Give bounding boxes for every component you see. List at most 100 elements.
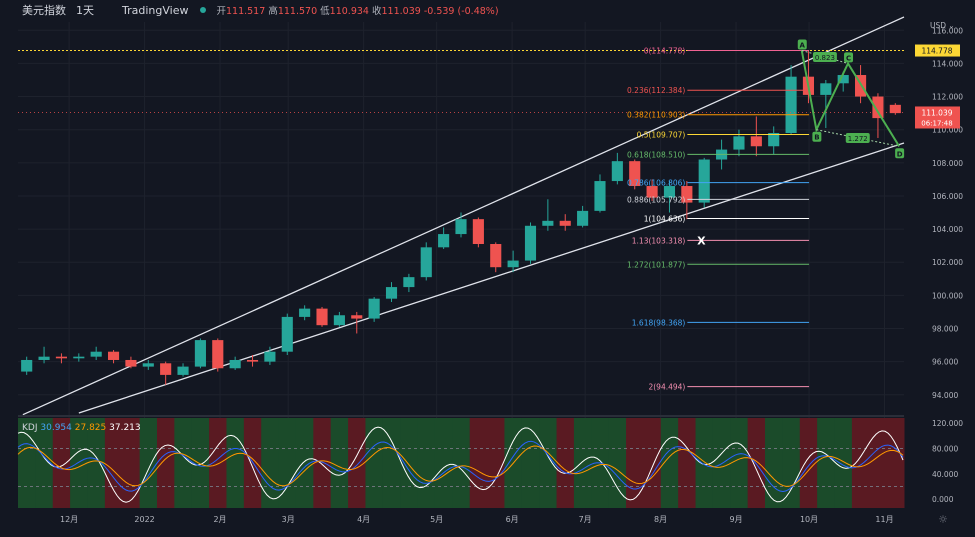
candle-body xyxy=(264,351,276,362)
ohlc-values: 开111.517 高111.570 低110.934 收111.039 -0.5… xyxy=(216,3,498,17)
kdj-band xyxy=(539,418,558,508)
fibonacci-levels: 0(114.778) 0.236(112.384) 0.382(110.903) 0.… xyxy=(18,47,904,392)
pattern-point-label: D xyxy=(897,150,903,158)
kdj-tick-label: 80.000 xyxy=(932,444,958,453)
y-tick-label: 106.000 xyxy=(932,192,963,201)
fib-label: 2(94.494) xyxy=(648,383,685,392)
candle-body xyxy=(21,359,33,372)
high-label: 高 xyxy=(268,6,278,17)
kdj-band xyxy=(35,418,54,508)
channel-line xyxy=(22,16,905,416)
kdj-j-value: 37.213 xyxy=(109,423,141,433)
candle-body xyxy=(507,260,519,268)
low-value: 110.934 xyxy=(329,6,369,17)
kdj-band xyxy=(452,418,471,508)
kdj-tick-label: 40.000 xyxy=(932,470,958,479)
kdj-band xyxy=(851,418,870,508)
fib-label: 1.13(103.318) xyxy=(632,236,686,245)
price-tags: 114.778 111.039 06:17:48 xyxy=(915,44,960,129)
candle-body xyxy=(420,247,432,278)
candle-body xyxy=(90,351,102,357)
candle-body xyxy=(768,133,780,147)
x-tick-label: 12月 xyxy=(60,515,78,524)
y-tick-label: 102.000 xyxy=(932,258,963,267)
low-label: 低 xyxy=(320,6,330,17)
fib-label: 0.382(110.903) xyxy=(627,111,685,120)
pattern-point-badge xyxy=(844,52,854,63)
market-status-dot-icon xyxy=(200,7,207,13)
candle-body xyxy=(455,219,467,235)
x-tick-label: 7月 xyxy=(579,515,592,524)
x-tick-label: 5月 xyxy=(430,515,443,524)
x-tick-label: 8月 xyxy=(654,515,667,524)
kdj-band xyxy=(573,418,592,508)
gear-icon: ☼ xyxy=(938,513,948,526)
kdj-band xyxy=(765,418,783,508)
kdj-band xyxy=(660,418,679,508)
pattern-ratio-label: 1.272 xyxy=(848,135,868,143)
candle-body xyxy=(629,161,641,187)
candle-body xyxy=(820,83,832,95)
open-value: 111.517 xyxy=(225,6,266,17)
kdj-band xyxy=(87,418,106,508)
open-label: 开 xyxy=(216,6,226,17)
candle-body xyxy=(281,316,293,352)
close-label: 收 xyxy=(372,6,382,17)
kdj-band xyxy=(747,418,766,508)
y-tick-label: 110.000 xyxy=(932,126,963,135)
candle-body xyxy=(663,186,676,198)
kdj-legend[interactable]: KDJ 30.954 27.825 37.213 xyxy=(22,423,141,433)
timeframe[interactable]: 1天 xyxy=(76,4,94,17)
high-price-tag-text: 114.778 xyxy=(921,47,952,56)
pattern-point-label: B xyxy=(814,134,819,142)
y-tick-label: 100.000 xyxy=(932,291,963,300)
x-marker: X xyxy=(697,235,706,248)
candle-body xyxy=(611,161,623,182)
candle-body xyxy=(55,356,67,359)
kdj-band xyxy=(226,418,245,508)
candle-body xyxy=(177,366,189,375)
candle-body xyxy=(681,186,693,203)
y-tick-label: 116.000 xyxy=(932,26,963,35)
change-percent: (-0.48%) xyxy=(457,6,499,17)
candle-body xyxy=(750,136,762,147)
candle-body xyxy=(855,75,867,97)
candle-body xyxy=(160,363,172,375)
candle-body xyxy=(542,220,554,226)
chart-header: 美元指数 1天 TradingView 开111.517 高111.570 低1… xyxy=(0,0,499,20)
candle-body xyxy=(559,220,571,226)
x-tick-label: 9月 xyxy=(730,515,743,524)
kdj-band xyxy=(434,418,453,508)
candle-body xyxy=(73,356,85,359)
harmonic-pattern: A B C D 0.823 1.272 xyxy=(797,39,905,159)
kdj-band xyxy=(330,418,349,508)
kdj-band xyxy=(886,418,905,508)
y-tick-label: 98.000 xyxy=(932,325,958,334)
candle-body xyxy=(646,186,658,198)
kdj-band xyxy=(191,418,210,508)
kdj-band xyxy=(643,418,662,508)
kdj-band xyxy=(156,418,175,508)
x-tick-label: 2月 xyxy=(213,515,226,524)
symbol-name[interactable]: 美元指数 xyxy=(22,4,66,17)
kdj-band xyxy=(348,418,366,508)
kdj-lines xyxy=(17,426,904,503)
fib-label: 1(104.636) xyxy=(644,215,686,224)
candle-body xyxy=(577,210,589,226)
y-tick-label: 112.000 xyxy=(932,93,963,102)
fib-label: 0.886(105.792) xyxy=(627,195,685,204)
fib-label: 0.786(106.806) xyxy=(627,179,685,188)
pattern-point-badge xyxy=(812,131,822,142)
candle-body xyxy=(299,308,311,317)
y-tick-label: 94.000 xyxy=(932,391,958,400)
kdj-j-line xyxy=(17,426,904,503)
kdj-band xyxy=(556,418,575,508)
pattern-point-badge xyxy=(895,148,905,159)
kdj-d-value: 27.825 xyxy=(74,423,107,433)
axes: 116.000 114.000 112.000 110.000 108.000 106.0… xyxy=(18,21,963,526)
candle-body xyxy=(837,75,849,84)
kdj-band xyxy=(295,418,314,508)
fib-label: 0(114.778) xyxy=(644,47,686,56)
countdown-text: 06:17:48 xyxy=(921,119,952,127)
